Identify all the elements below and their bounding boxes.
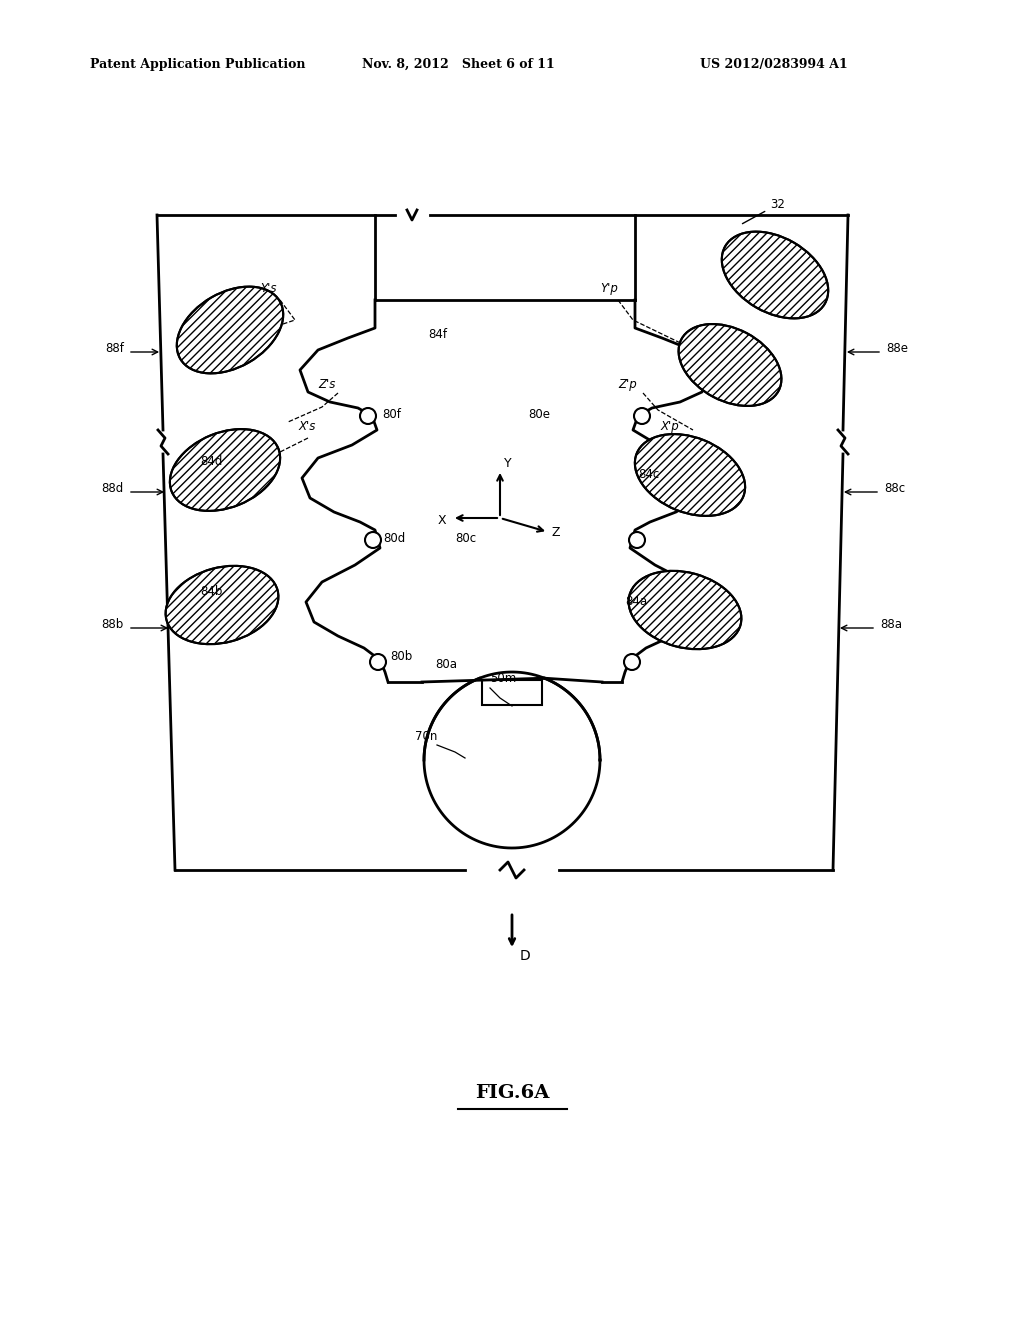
Circle shape [370,653,386,671]
Text: Nov. 8, 2012   Sheet 6 of 11: Nov. 8, 2012 Sheet 6 of 11 [362,58,555,71]
Ellipse shape [177,286,284,374]
Text: X: X [438,513,446,527]
Text: X's: X's [298,420,315,433]
Text: 84d: 84d [200,455,222,469]
Text: 88d: 88d [101,482,124,495]
Text: US 2012/0283994 A1: US 2012/0283994 A1 [700,58,848,71]
Ellipse shape [635,434,745,516]
Text: D: D [520,949,530,964]
Bar [482,680,542,705]
Ellipse shape [629,570,741,649]
Text: 80b: 80b [390,649,413,663]
Ellipse shape [170,429,281,511]
Text: 84b: 84b [200,585,222,598]
Text: X'p: X'p [660,420,679,433]
Ellipse shape [166,566,279,644]
Text: Y's: Y's [260,282,276,294]
Text: 80c: 80c [455,532,476,545]
Text: 88b: 88b [101,618,124,631]
Circle shape [360,408,376,424]
Text: 84c: 84c [638,469,659,480]
Text: 80d: 80d [383,532,406,545]
Text: Patent Application Publication: Patent Application Publication [90,58,305,71]
Circle shape [634,408,650,424]
Text: 88e: 88e [886,342,908,355]
Ellipse shape [722,231,828,318]
Text: 32: 32 [742,198,784,223]
Circle shape [365,532,381,548]
Text: Y: Y [504,457,512,470]
Text: FIG.6A: FIG.6A [475,1084,549,1102]
Text: 84a: 84a [625,595,647,609]
Ellipse shape [679,323,781,407]
Text: 80f: 80f [382,408,400,421]
Text: 50m: 50m [490,672,516,685]
Text: Z'p: Z'p [618,378,637,391]
Text: 80e: 80e [528,408,550,421]
Circle shape [629,532,645,548]
Text: Z: Z [551,525,559,539]
Text: 70n: 70n [415,730,437,743]
Circle shape [624,653,640,671]
Text: 88c: 88c [884,482,905,495]
Text: Y'p: Y'p [600,282,617,294]
Text: Z's: Z's [318,378,336,391]
Text: 88a: 88a [880,618,902,631]
Text: 84f: 84f [428,327,447,341]
Text: 88f: 88f [105,342,124,355]
Text: 80a: 80a [435,657,457,671]
